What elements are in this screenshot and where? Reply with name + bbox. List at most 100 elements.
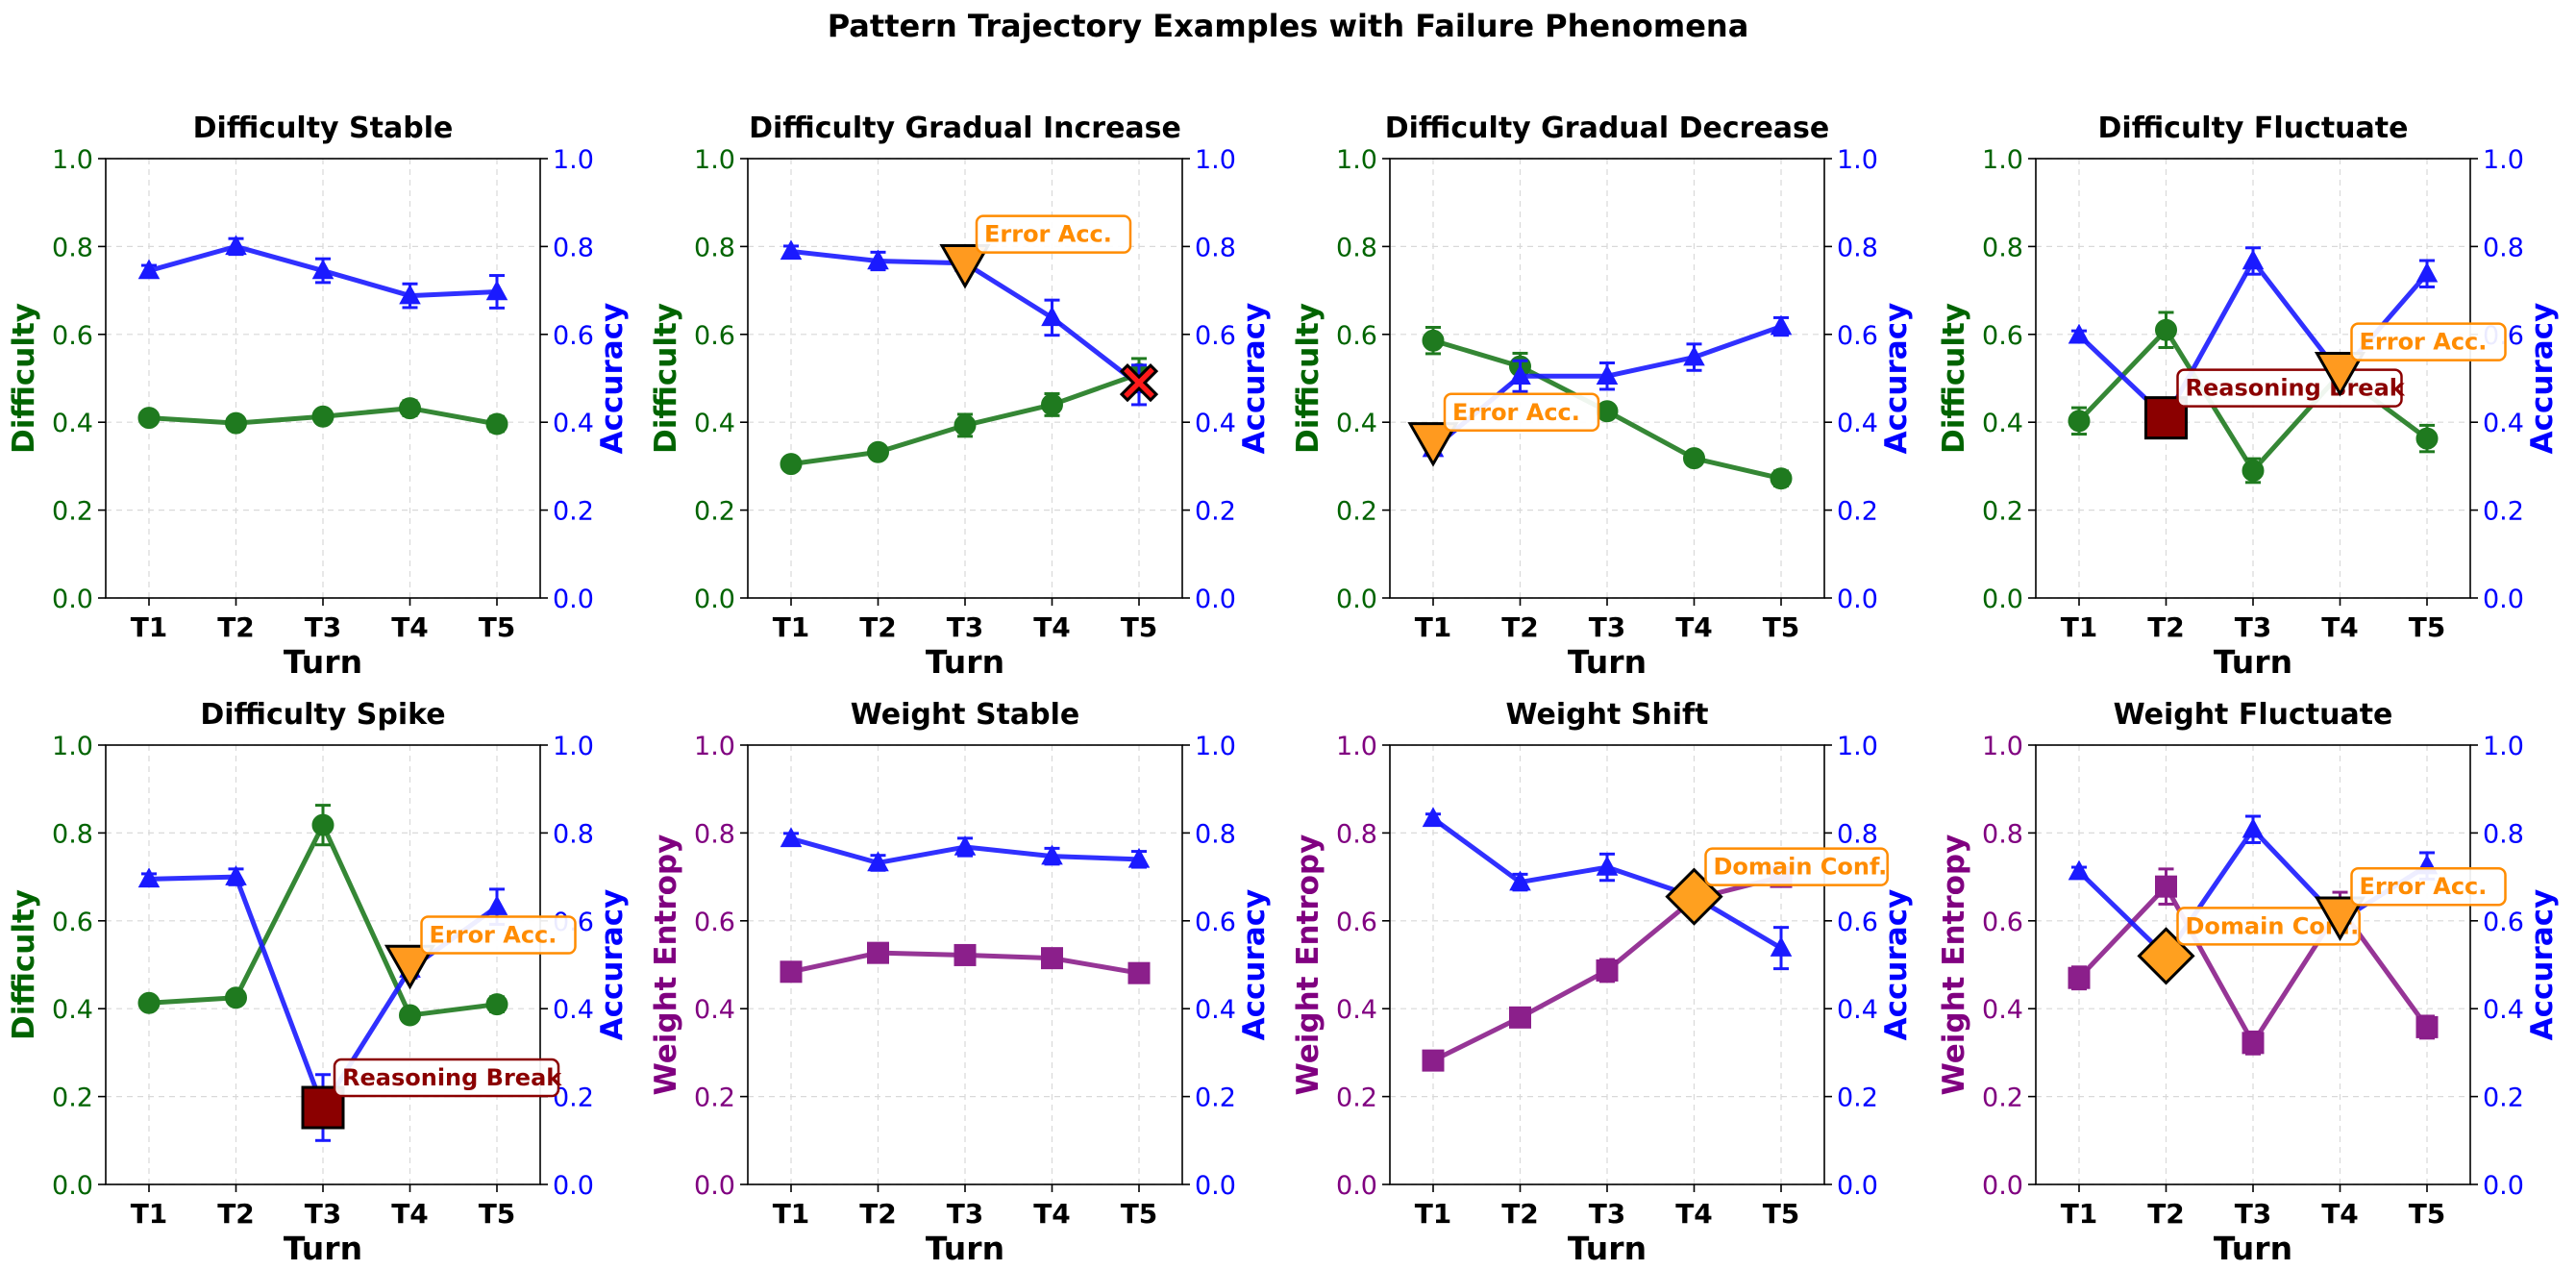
x-tick-label: T4 [1033, 1198, 1071, 1230]
difficulty-series [137, 397, 508, 436]
y-tick-label-left: 0.6 [694, 908, 735, 937]
x-tick-label: T1 [1415, 1198, 1452, 1230]
x-tick-label: T5 [479, 1198, 516, 1230]
y-tick-label-left: 0.8 [1982, 819, 2023, 849]
y-tick-label-right: 0.4 [1837, 409, 1878, 438]
accuracy-point [1770, 936, 1793, 957]
y-tick-label-right: 0.8 [1837, 819, 1878, 849]
annotation-box [2350, 866, 2507, 907]
error-acc-marker [2314, 896, 2366, 942]
difficulty-point [2068, 410, 2091, 433]
y-tick-label-left: 0.4 [694, 995, 735, 1025]
figure-title: Pattern Trajectory Examples with Failure… [828, 8, 1749, 44]
y-axis-label-left: Weight Entropy [649, 834, 683, 1096]
y-tick-label-left: 0.6 [694, 321, 735, 351]
chart-panel-3: Difficulty Gradual Decrease 0.0 0.0 0.2 0.2 0… [1291, 112, 1914, 681]
chart-panel-5: Difficulty Spike0.00.00.20.20.40.40.60.6… [7, 698, 630, 1267]
y-axis-label-right: Accuracy [2525, 889, 2560, 1041]
annotation-label: Error Acc. [430, 922, 557, 949]
x-tick-label: T5 [1121, 1198, 1158, 1230]
accuracy-point [780, 827, 803, 848]
y-tick-label-left: 0.2 [694, 1083, 735, 1113]
accuracy-point [780, 239, 803, 261]
accuracy-series [780, 827, 1151, 872]
annotation-box [1443, 392, 1600, 433]
reasoning-break-event: Reasoning Break [301, 1058, 562, 1130]
x-axis-label: Turn [1568, 1230, 1647, 1267]
y-tick-label-right: 0.6 [1195, 321, 1236, 351]
y-tick-label-left: 0.8 [1982, 233, 2023, 262]
accuracy-point [2242, 249, 2265, 270]
x-tick-label: T1 [773, 1198, 810, 1230]
x-axis-label: Turn [926, 643, 1004, 681]
x-tick-label: T3 [2235, 1198, 2272, 1230]
y-tick-label-left: 1.0 [1982, 145, 2023, 175]
accuracy-point [867, 851, 889, 872]
chart-panel-4: Difficulty Fluctuate 0.0 0.0 0.2 0.2 0.4 0.4 0.… [1937, 112, 2560, 681]
accuracy-point [399, 284, 421, 305]
y-tick-label-right: 0.6 [1195, 908, 1236, 937]
accuracy-point [137, 259, 161, 280]
chart-title: Difficulty Stable [193, 112, 454, 145]
y-tick-label-right: 0.4 [2483, 409, 2524, 438]
y-tick-label-right: 0.0 [1837, 585, 1878, 614]
x-tick-label: T4 [391, 611, 429, 643]
y-tick-label-left: 0.0 [52, 1171, 93, 1201]
difficulty-point [311, 813, 334, 836]
difficulty-point [2242, 459, 2265, 482]
chart-title: Weight Fluctuate [2114, 698, 2393, 732]
y-tick-label-right: 1.0 [553, 145, 594, 175]
error-acc-event: Error Acc. [939, 214, 1132, 289]
y-tick-label-left: 0.8 [52, 819, 93, 849]
y-tick-label-right: 1.0 [553, 732, 594, 761]
weight-entropy-point [2155, 875, 2177, 898]
y-tick-label-right: 0.0 [2483, 585, 2524, 614]
x-tick-label: T3 [305, 1198, 342, 1230]
y-axis-label-right: Accuracy [1879, 303, 1914, 455]
difficulty-point [1422, 329, 1445, 352]
y-tick-label-left: 0.8 [1336, 819, 1377, 849]
y-axis-label-left: Difficulty [649, 303, 683, 454]
annotation-label: Error Acc. [984, 221, 1112, 248]
error-acc-marker [1407, 422, 1459, 467]
chart-title: Difficulty Spike [200, 698, 445, 732]
y-tick-label-left: 0.4 [52, 409, 93, 438]
y-tick-label-left: 1.0 [694, 732, 735, 761]
annotation-label: Error Acc. [2360, 329, 2488, 356]
y-tick-label-left: 0.2 [1982, 497, 2023, 527]
x-axis-label: Turn [284, 1230, 362, 1267]
annotation-box [420, 915, 577, 955]
accuracy-series [137, 235, 508, 310]
accuracy-series [1422, 807, 1793, 971]
y-tick-label-right: 0.2 [553, 497, 594, 527]
y-tick-label-left: 1.0 [1336, 145, 1377, 175]
y-tick-label-left: 0.8 [694, 233, 735, 262]
y-tick-label-right: 0.4 [1195, 409, 1236, 438]
y-tick-label-left: 0.2 [1336, 497, 1377, 527]
x-tick-label: T3 [947, 1198, 984, 1230]
x-tick-label: T2 [217, 1198, 255, 1230]
y-tick-label-left: 0.6 [1982, 321, 2023, 351]
y-tick-label-left: 0.6 [1336, 321, 1377, 351]
accuracy-point [2415, 261, 2439, 283]
y-axis-label-right: Accuracy [2525, 303, 2560, 455]
y-tick-label-right: 1.0 [2483, 145, 2524, 175]
difficulty-point [1683, 447, 1705, 470]
y-tick-label-right: 1.0 [1195, 732, 1236, 761]
accuracy-point [1596, 855, 1619, 876]
accuracy-point [311, 259, 334, 280]
y-tick-label-left: 1.0 [52, 145, 93, 175]
y-tick-label-left: 0.4 [52, 995, 93, 1025]
y-tick-label-right: 0.8 [553, 233, 594, 262]
x-tick-label: T1 [2061, 1198, 2098, 1230]
x-tick-label: T3 [2235, 611, 2272, 643]
x-tick-label: T5 [2409, 611, 2446, 643]
difficulty-point [137, 407, 161, 430]
annotation-label: Reasoning Break [342, 1064, 562, 1091]
chart-panel-6: Weight Stable 0.0 0.0 0.2 0.2 0.4 0.4 0.6 0.6 0.8… [649, 698, 1272, 1267]
difficulty-point [485, 412, 508, 436]
y-tick-label-left: 0.8 [1336, 233, 1377, 262]
y-tick-label-left: 0.4 [1982, 409, 2023, 438]
y-tick-label-right: 0.8 [1837, 233, 1878, 262]
y-tick-label-left: 0.0 [1982, 1171, 2023, 1201]
